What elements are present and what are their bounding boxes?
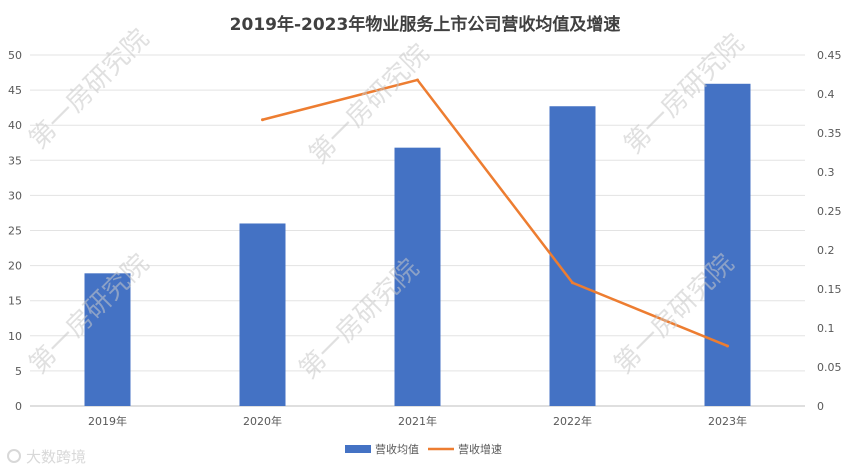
y-left-tick-label: 40: [8, 119, 22, 132]
x-tick-label: 2021年: [398, 414, 437, 428]
line-point: [571, 281, 574, 285]
logo-text: 大数跨境: [26, 448, 86, 466]
y-left-tick-label: 0: [15, 400, 22, 413]
legend: 营收均值 营收增速: [345, 442, 502, 456]
y-left-tick-label: 50: [8, 49, 22, 62]
line-point: [261, 118, 264, 122]
y-left-tick-label: 5: [15, 365, 22, 378]
y-right-tick-label: 0: [817, 400, 824, 413]
y-right-tick-label: 0.35: [817, 127, 842, 140]
bar: [549, 106, 596, 406]
bar: [84, 273, 131, 406]
legend-swatch-bar: [345, 445, 371, 453]
bar-series: [84, 83, 751, 407]
line-point: [416, 78, 419, 82]
x-tick-label: 2020年: [243, 414, 282, 428]
y-left-tick-label: 25: [8, 225, 22, 238]
y-left-tick-label: 20: [8, 260, 22, 273]
y-left-tick-label: 35: [8, 154, 22, 167]
y-right-tick-label: 0.1: [817, 322, 835, 335]
y-right-tick-label: 0.2: [817, 244, 835, 257]
line-point: [726, 344, 729, 348]
y-right-tick-label: 0.4: [817, 88, 835, 101]
y-left-tick-label: 10: [8, 330, 22, 343]
y-left-tick-label: 45: [8, 84, 22, 97]
y-right-tick-label: 0.25: [817, 205, 842, 218]
x-tick-label: 2022年: [553, 414, 592, 428]
y-left-tick-label: 30: [8, 189, 22, 202]
chart-title: 2019年-2023年物业服务上市公司营收均值及增速: [230, 14, 621, 35]
x-tick-label: 2023年: [708, 414, 747, 428]
bar: [239, 223, 286, 406]
y-right-tick-label: 0.45: [817, 49, 842, 62]
y-left-tick-label: 15: [8, 295, 22, 308]
x-tick-label: 2019年: [88, 414, 127, 428]
y-right-tick-label: 0.3: [817, 166, 835, 179]
axes: 0 5 10 15 20 25 30 35 40 45 50 0 0.05 0.1 0.15 0.2 0.25 0…: [8, 49, 842, 428]
legend-label: 营收均值: [375, 442, 419, 456]
y-right-tick-label: 0.05: [817, 361, 842, 374]
legend-label: 营收增速: [458, 442, 502, 456]
bar: [704, 83, 751, 407]
y-right-tick-label: 0.15: [817, 283, 842, 296]
logo-icon: [7, 449, 21, 463]
growth-line: [262, 78, 728, 348]
brand-logo: 大数跨境: [7, 448, 86, 466]
bar: [394, 147, 441, 406]
line-series: [261, 78, 729, 348]
